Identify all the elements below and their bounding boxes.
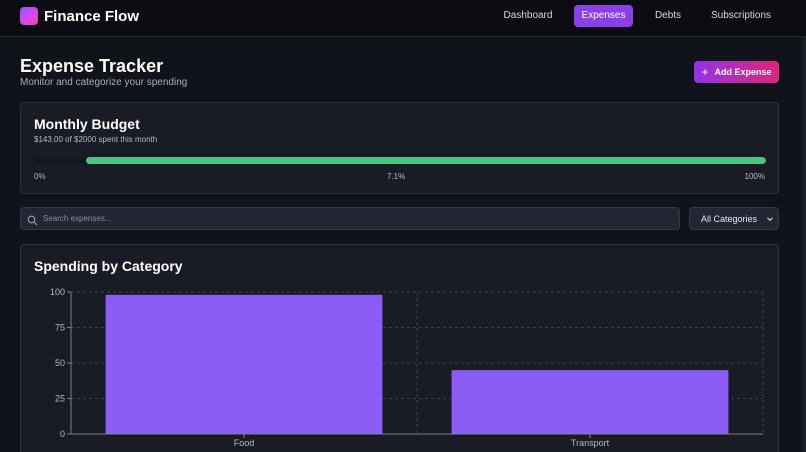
x-tick-label: Food	[234, 438, 255, 448]
search-box[interactable]	[20, 207, 680, 230]
search-input[interactable]	[43, 208, 673, 229]
nav-dashboard[interactable]: Dashboard	[503, 10, 553, 21]
progress-label-start: 0%	[34, 172, 46, 181]
add-expense-button[interactable]: + Add Expense	[694, 61, 779, 83]
y-tick-label: 100	[50, 287, 65, 297]
budget-progress-fill	[85, 157, 766, 164]
chart-title: Spending by Category	[34, 258, 183, 274]
add-expense-label: Add Expense	[714, 67, 772, 77]
page-subtitle: Monitor and categorize your spending	[20, 77, 188, 88]
y-tick-label: 25	[55, 394, 65, 404]
app-name: Finance Flow	[44, 8, 140, 25]
progress-label-current: 7.1%	[387, 172, 406, 181]
budget-progress-bar	[34, 157, 766, 164]
category-select-value: All Categories	[701, 214, 758, 224]
spending-by-category-card: Spending by Category 0 25 50 75 100 Food Trans…	[20, 244, 779, 452]
page-title: Expense Tracker	[20, 56, 164, 76]
logo-icon	[20, 7, 38, 25]
bar-transport	[451, 370, 729, 434]
budget-title: Monthly Budget	[34, 116, 140, 132]
plus-icon: +	[701, 65, 709, 79]
nav-expenses[interactable]: Expenses	[574, 5, 633, 27]
y-tick-label: 75	[55, 323, 65, 333]
top-nav: Finance Flow Dashboard Expenses Debts Su…	[0, 0, 806, 37]
search-icon	[27, 213, 38, 231]
nav-debts[interactable]: Debts	[654, 10, 682, 21]
bar-food	[105, 294, 383, 434]
scrollbar-track[interactable]	[802, 37, 806, 452]
progress-label-end: 100%	[744, 172, 765, 181]
nav-subscriptions[interactable]: Subscriptions	[710, 10, 772, 21]
x-tick-label: Transport	[571, 438, 610, 448]
category-select[interactable]: All Categories	[689, 207, 779, 230]
spending-bar-chart: 0 25 50 75 100 Food Transport	[50, 287, 764, 448]
y-tick-label: 50	[55, 358, 65, 368]
monthly-budget-card: Monthly Budget $143.00 of $2000 spent th…	[20, 102, 779, 194]
y-tick-label: 0	[60, 429, 65, 439]
budget-summary: $143.00 of $2000 spent this month	[34, 135, 158, 144]
chevron-down-icon	[766, 215, 774, 225]
